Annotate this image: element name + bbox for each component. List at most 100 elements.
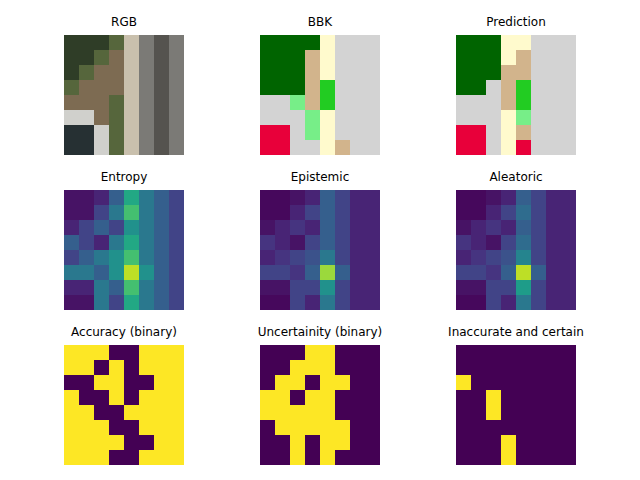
cell [561,125,576,141]
cell [561,140,576,155]
cell [109,265,125,281]
cell [456,405,472,421]
cell [169,205,184,221]
cell [109,435,125,451]
cell [109,125,125,141]
panel-title: RGB [111,15,137,29]
cell [154,345,170,361]
cell [471,205,487,221]
cell [139,345,155,361]
cell [501,420,517,436]
cell [169,125,184,141]
cell [260,265,276,281]
cell [305,125,321,141]
cell [79,420,95,436]
cell [154,140,170,155]
cell [350,420,366,436]
cell [350,265,366,281]
cell [350,250,366,266]
cell [64,265,80,281]
cell [516,360,532,376]
cell [561,110,576,126]
cell [139,125,155,141]
cell [260,405,276,421]
cell [365,95,380,111]
cell [561,95,576,111]
cell [64,80,80,96]
panel: Accuracy (binary) [64,325,185,466]
cell [124,65,140,81]
cell [124,220,140,236]
cell [531,360,547,376]
cell [260,235,276,251]
image [64,35,184,155]
cell [365,450,380,465]
cell [456,360,472,376]
cell [79,405,95,421]
cell [561,50,576,66]
cell [320,235,336,251]
cell [365,280,380,296]
cell [320,390,336,406]
cell [275,220,291,236]
cell [260,95,276,111]
cell [350,405,366,421]
cell [109,405,125,421]
cell [154,110,170,126]
panel: RGB [64,15,185,156]
cell [501,435,517,451]
cell [350,80,366,96]
cell [290,35,306,51]
cell [275,375,291,391]
cell [169,110,184,126]
cell [305,345,321,361]
cell [546,375,562,391]
cell [154,50,170,66]
cell [305,435,321,451]
cell [501,450,517,465]
image [260,345,380,465]
cell [320,375,336,391]
cell [290,420,306,436]
cell [260,450,276,465]
cell [516,375,532,391]
cell [124,345,140,361]
cell [320,50,336,66]
cell [365,110,380,126]
cell [561,435,576,451]
cell [64,450,80,465]
cell [561,450,576,465]
cell [335,295,351,310]
cell [124,205,140,221]
cell [546,65,562,81]
cell [260,65,276,81]
cell [486,250,502,266]
cell [79,375,95,391]
cell [79,450,95,465]
cell [516,190,532,206]
cell [94,405,110,421]
cell [320,125,336,141]
cell [471,450,487,465]
cell [561,295,576,310]
cell [456,65,472,81]
cell [365,360,380,376]
cell [260,375,276,391]
cell [561,205,576,221]
cell [471,110,487,126]
cell [94,280,110,296]
cell [79,265,95,281]
cell [154,190,170,206]
cell [501,95,517,111]
cell [169,50,184,66]
cell [501,405,517,421]
cell [501,50,517,66]
panel-title: Inaccurate and certain [448,325,584,339]
cell [169,360,184,376]
cell [546,450,562,465]
cell [94,110,110,126]
cell [275,360,291,376]
image [456,190,576,310]
cell [486,95,502,111]
cell [275,205,291,221]
